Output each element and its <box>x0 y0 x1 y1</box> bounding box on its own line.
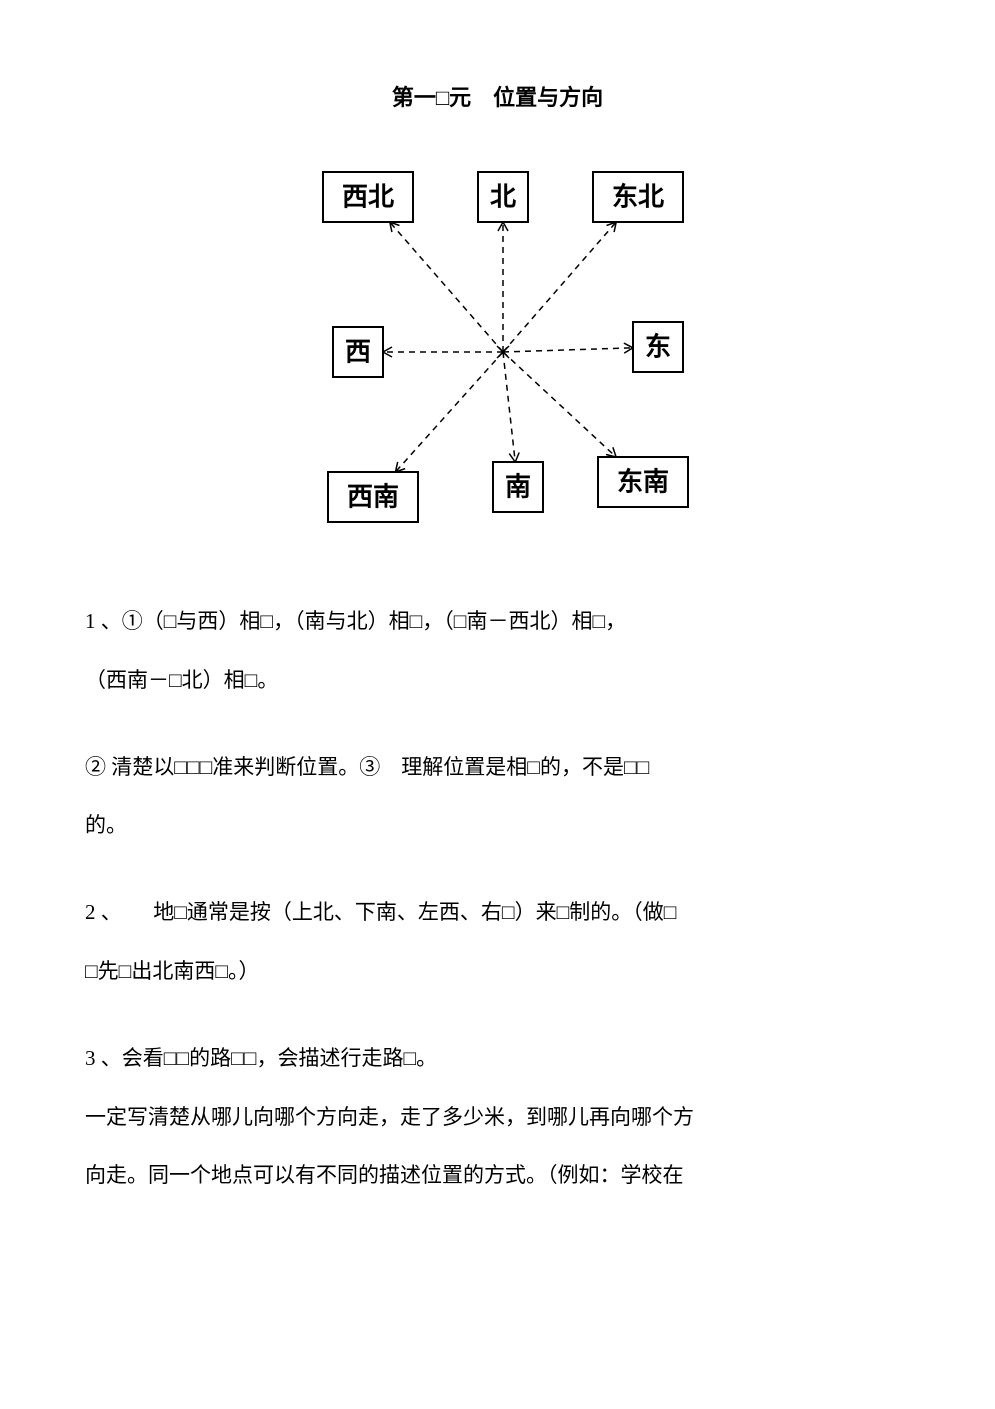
svg-text:东: 东 <box>644 332 670 362</box>
paragraph-3: 2 、 地□通常是按（上北、下南、左西、右□）来□制的。（做□ □先□出北南西□… <box>85 883 910 1001</box>
svg-text:南: 南 <box>504 473 530 502</box>
page-title: 第一□元 位置与方向 <box>85 80 910 112</box>
svg-text:西北: 西北 <box>341 183 393 212</box>
compass-svg: 西北 北 东北西 东西南 南 东南 <box>283 152 713 532</box>
paragraph-4: 3 、会看□□的路□□，会描述行走路□。 一定写清楚从哪儿向哪个方向走，走了多少… <box>85 1029 910 1205</box>
p1-line1: 1 、①（□与西）相□，（南与北）相□，（□南－西北）相□， <box>85 592 910 651</box>
svg-text:北: 北 <box>489 183 515 212</box>
svg-text:东南: 东南 <box>616 467 668 497</box>
paragraph-2: ② 清楚以□□□准来判断位置。③ 理解位置是相□的，不是□□ 的。 <box>85 738 910 856</box>
p2-line1: ② 清楚以□□□准来判断位置。③ 理解位置是相□的，不是□□ <box>85 738 910 797</box>
p5-line1: 一定写清楚从哪儿向哪个方向走，走了多少米，到哪儿再向哪个方 <box>85 1088 910 1147</box>
p3-line1: 2 、 地□通常是按（上北、下南、左西、右□）来□制的。（做□ <box>85 883 910 942</box>
p5-line2: 向走。同一个地点可以有不同的描述位置的方式。（例如：学校在 <box>85 1146 910 1205</box>
content: 1 、①（□与西）相□，（南与北）相□，（□南－西北）相□， （西南－□北）相□… <box>85 592 910 1205</box>
p1-line2: （西南－□北）相□。 <box>85 651 910 710</box>
compass-diagram: 西北 北 东北西 东西南 南 东南 <box>85 152 910 532</box>
p4-line1: 3 、会看□□的路□□，会描述行走路□。 <box>85 1029 910 1088</box>
p2-line2: 的。 <box>85 796 910 855</box>
svg-text:西南: 西南 <box>346 483 398 512</box>
svg-text:东北: 东北 <box>611 182 663 212</box>
svg-text:西: 西 <box>344 338 370 367</box>
p3-line2: □先□出北南西□。） <box>85 942 910 1001</box>
paragraph-1: 1 、①（□与西）相□，（南与北）相□，（□南－西北）相□， （西南－□北）相□… <box>85 592 910 710</box>
